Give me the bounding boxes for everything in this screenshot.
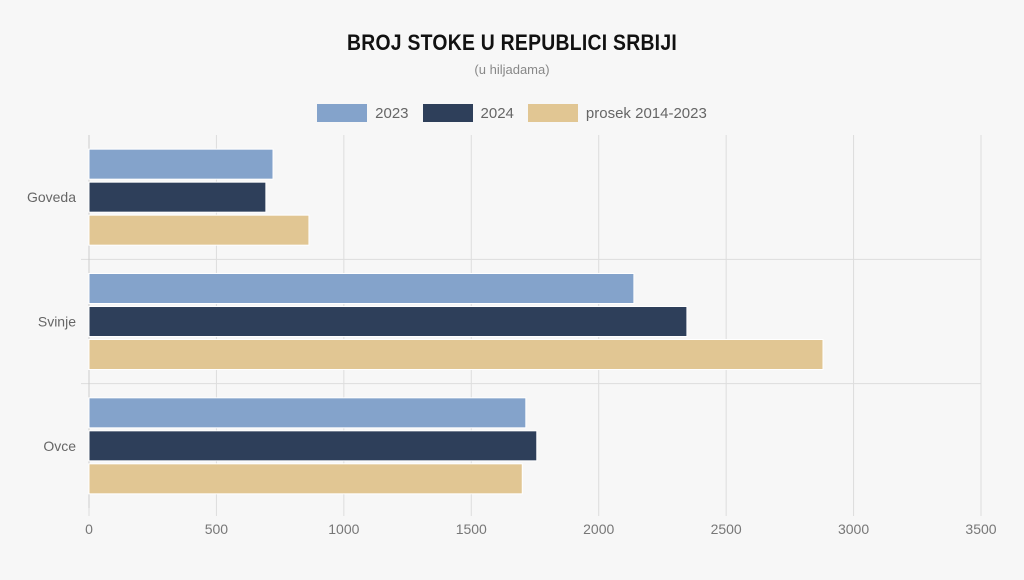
bar-svinje-2	[88, 339, 824, 370]
x-tick-label: 500	[205, 521, 229, 537]
bar-svinje-1	[88, 306, 688, 337]
bar-ovce-2	[88, 463, 523, 495]
bar-goveda-1	[88, 181, 267, 213]
x-tick-label: 3000	[838, 521, 869, 537]
bar-goveda-0	[88, 148, 274, 180]
y-category-label: Goveda	[27, 189, 76, 205]
bar-ovce-1	[88, 430, 538, 462]
chart-title: BROJ STOKE U REPUBLICI SRBIJI	[346, 30, 678, 55]
legend-swatch	[422, 104, 473, 122]
y-category-label: Svinje	[38, 314, 76, 330]
bar-svinje-0	[88, 273, 635, 304]
legend-item-2023[interactable]: 2023	[317, 104, 409, 122]
legend-swatch	[527, 104, 578, 122]
legend-item-2024[interactable]: 2024	[422, 104, 514, 122]
chart-subtitle: (u hiljadama)	[474, 62, 550, 77]
legend-label: prosek 2014-2023	[585, 104, 707, 122]
x-tick-label: 1000	[328, 521, 359, 537]
x-tick-label: 3500	[965, 521, 996, 537]
legend-label: 2024	[480, 104, 514, 122]
bar-goveda-2	[88, 214, 310, 246]
bar-ovce-0	[88, 397, 527, 429]
legend-swatch	[317, 104, 368, 122]
x-tick-label: 2500	[711, 521, 742, 537]
x-tick-label: 2000	[583, 521, 614, 537]
y-category-label: Ovce	[43, 438, 76, 454]
legend: 2023 2024 prosek 2014-2023	[0, 104, 1024, 122]
legend-label: 2023	[375, 104, 409, 122]
x-tick-label: 0	[85, 521, 93, 537]
legend-item-average[interactable]: prosek 2014-2023	[527, 104, 707, 122]
x-tick-label: 1500	[456, 521, 487, 537]
